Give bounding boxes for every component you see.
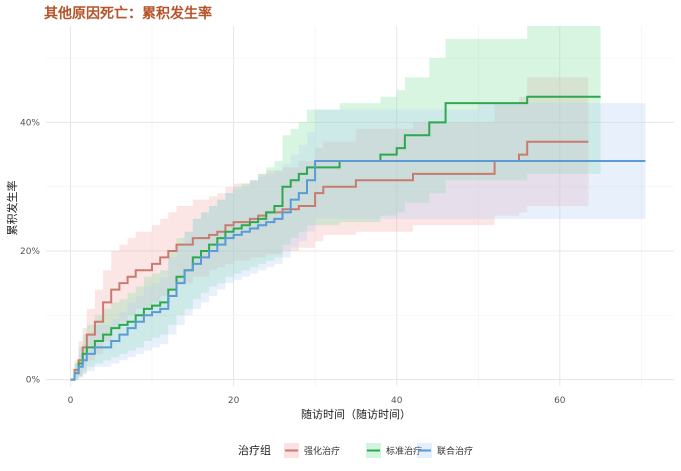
x-tick-label: 40 <box>391 396 403 406</box>
y-tick-label: 20% <box>20 247 40 257</box>
legend-title: 治疗组 <box>238 443 271 457</box>
y-axis-label: 累积发生率 <box>5 181 19 236</box>
x-tick-label: 20 <box>228 396 240 406</box>
x-axis-label: 随访时间（随访时间） <box>301 407 411 421</box>
confidence-bands <box>71 26 646 380</box>
x-tick-label: 60 <box>554 396 566 406</box>
legend: 治疗组 强化治疗 标准治疗 联合治疗 <box>238 443 473 458</box>
y-tick-label: 40% <box>20 118 40 128</box>
legend-label-1: 强化治疗 <box>304 445 340 457</box>
y-tick-label: 0% <box>26 376 41 386</box>
legend-label-3: 联合治疗 <box>437 445 473 457</box>
legend-label-2: 标准治疗 <box>386 445 422 457</box>
x-tick-label: 0 <box>68 396 74 406</box>
